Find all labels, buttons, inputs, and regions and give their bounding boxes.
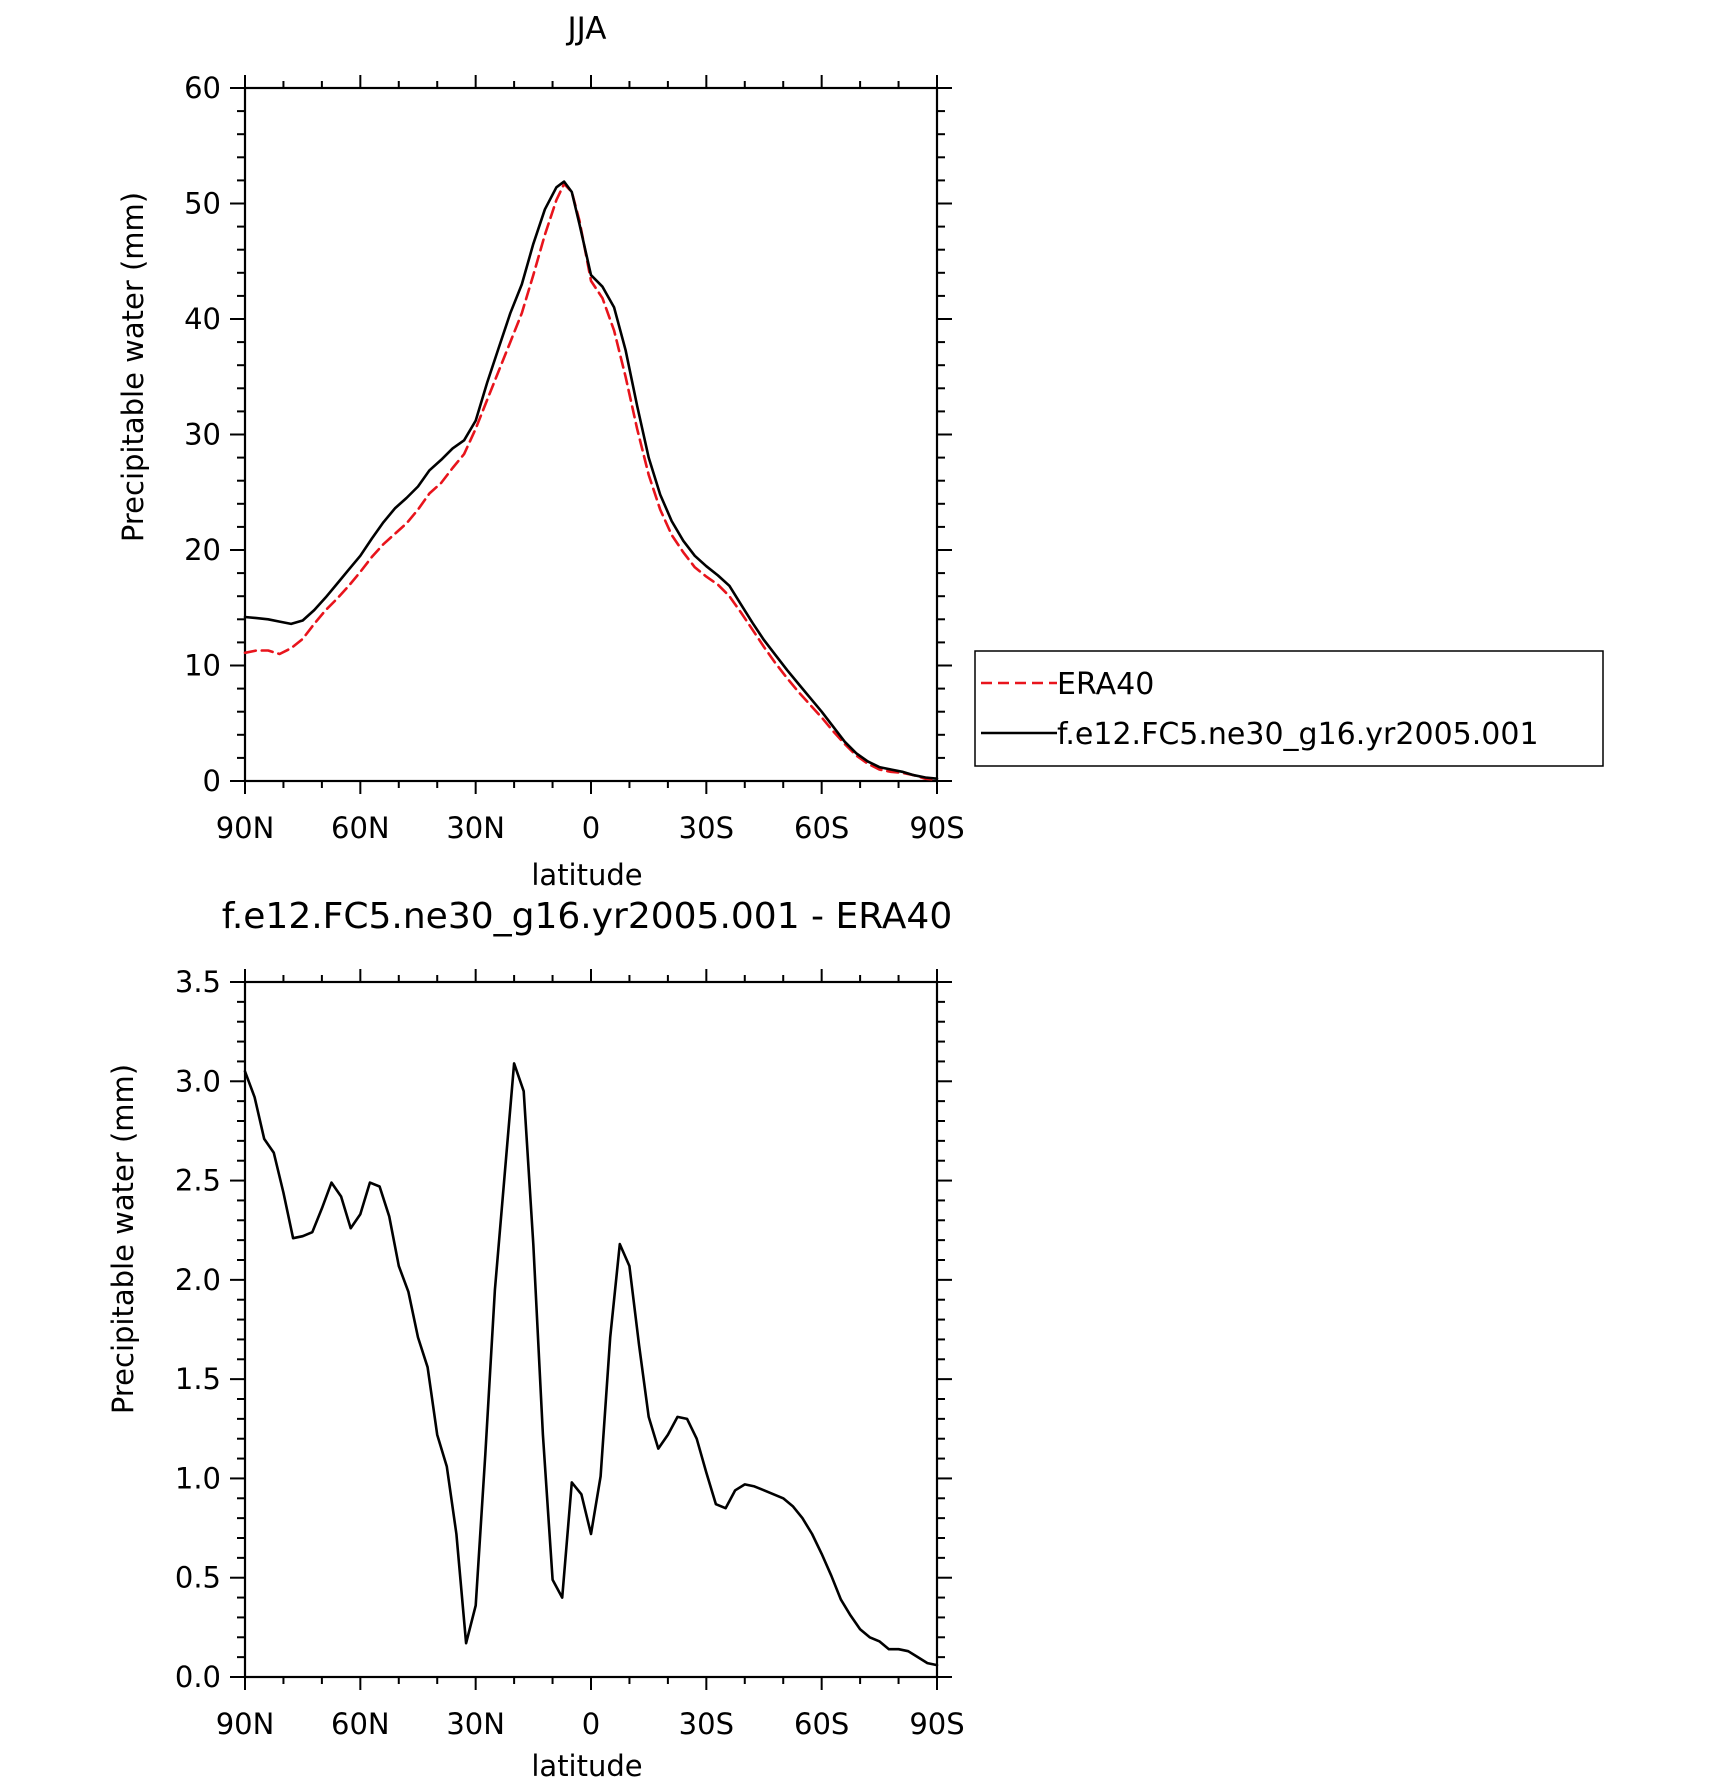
top-y-tick-label: 30 xyxy=(184,418,221,452)
bottom-x-tick-label: 0 xyxy=(582,1707,600,1741)
bottom-x-axis-label: latitude xyxy=(531,1749,642,1783)
top-y-axis-label: Precipitable water (mm) xyxy=(116,192,150,542)
bottom-x-tick-label: 30N xyxy=(446,1707,505,1741)
bottom-y-tick-label: 2.5 xyxy=(175,1164,221,1198)
bottom-y-tick-label: 3.5 xyxy=(175,965,221,999)
bottom-x-tick-label: 30S xyxy=(679,1707,734,1741)
legend-label-model: f.e12.FC5.ne30_g16.yr2005.001 xyxy=(1057,717,1539,752)
top-y-tick-label: 20 xyxy=(184,533,221,567)
top-x-tick-label: 30N xyxy=(446,811,505,845)
bottom-x-tick-label: 60N xyxy=(331,1707,390,1741)
top-y-tick-label: 10 xyxy=(184,649,221,683)
top-x-tick-label: 60N xyxy=(331,811,390,845)
top-chart-legend: ERA40 f.e12.FC5.ne30_g16.yr2005.001 xyxy=(974,650,1604,767)
bottom-plot-area: 90N 60N 30N 0 30S 60S 90S 0.0 0.5 1.0 1.5 2.0 2.5 3.0… xyxy=(175,965,965,1741)
bottom-x-tick-label: 90N xyxy=(216,1707,275,1741)
top-x-tick-label: 90N xyxy=(216,811,275,845)
top-y-tick-label: 40 xyxy=(184,302,221,336)
top-chart-title: JJA xyxy=(566,11,607,47)
panel-bottom-chart: f.e12.FC5.ne30_g16.yr2005.001 - ERA40 90… xyxy=(106,896,965,1783)
bottom-y-tick-label: 0.0 xyxy=(175,1660,221,1694)
bottom-plot-frame xyxy=(243,980,939,1679)
top-y-tick-label: 0 xyxy=(203,764,221,798)
top-plot-area: 90N 60N 30N 0 30S 60S 90S 0 10 20 30 40 50 60 xyxy=(184,71,965,845)
bottom-y-tick-label: 1.5 xyxy=(175,1362,221,1396)
legend-label-era40: ERA40 xyxy=(1057,667,1154,702)
top-x-tick-label: 0 xyxy=(582,811,600,845)
bottom-x-tick-label: 60S xyxy=(794,1707,849,1741)
bottom-series-line-0 xyxy=(243,1062,939,1667)
bottom-y-axis-label: Precipitable water (mm) xyxy=(106,1064,140,1414)
top-x-tick-label: 30S xyxy=(679,811,734,845)
top-x-tick-label: 90S xyxy=(909,811,964,845)
top-y-tick-label: 60 xyxy=(184,71,221,105)
top-y-tick-label: 50 xyxy=(184,187,221,221)
bottom-chart-title: f.e12.FC5.ne30_g16.yr2005.001 - ERA40 xyxy=(222,896,952,937)
top-x-tick-label: 60S xyxy=(794,811,849,845)
bottom-y-tick-label: 2.0 xyxy=(175,1263,221,1297)
bottom-y-tick-label: 3.0 xyxy=(175,1064,221,1098)
top-plot-frame xyxy=(243,86,939,783)
bottom-y-tick-label: 1.0 xyxy=(175,1461,221,1495)
top-x-axis-label: latitude xyxy=(531,858,642,892)
bottom-y-tick-label: 0.5 xyxy=(175,1561,221,1595)
bottom-x-tick-label: 90S xyxy=(909,1707,964,1741)
top-series-line-1 xyxy=(243,180,939,780)
panel-top-chart: JJA 90N 60N 30N 0 30S 60S 90S 0 10 20 30 40 50 60 lat… xyxy=(116,11,965,892)
legend-box xyxy=(974,650,1604,767)
